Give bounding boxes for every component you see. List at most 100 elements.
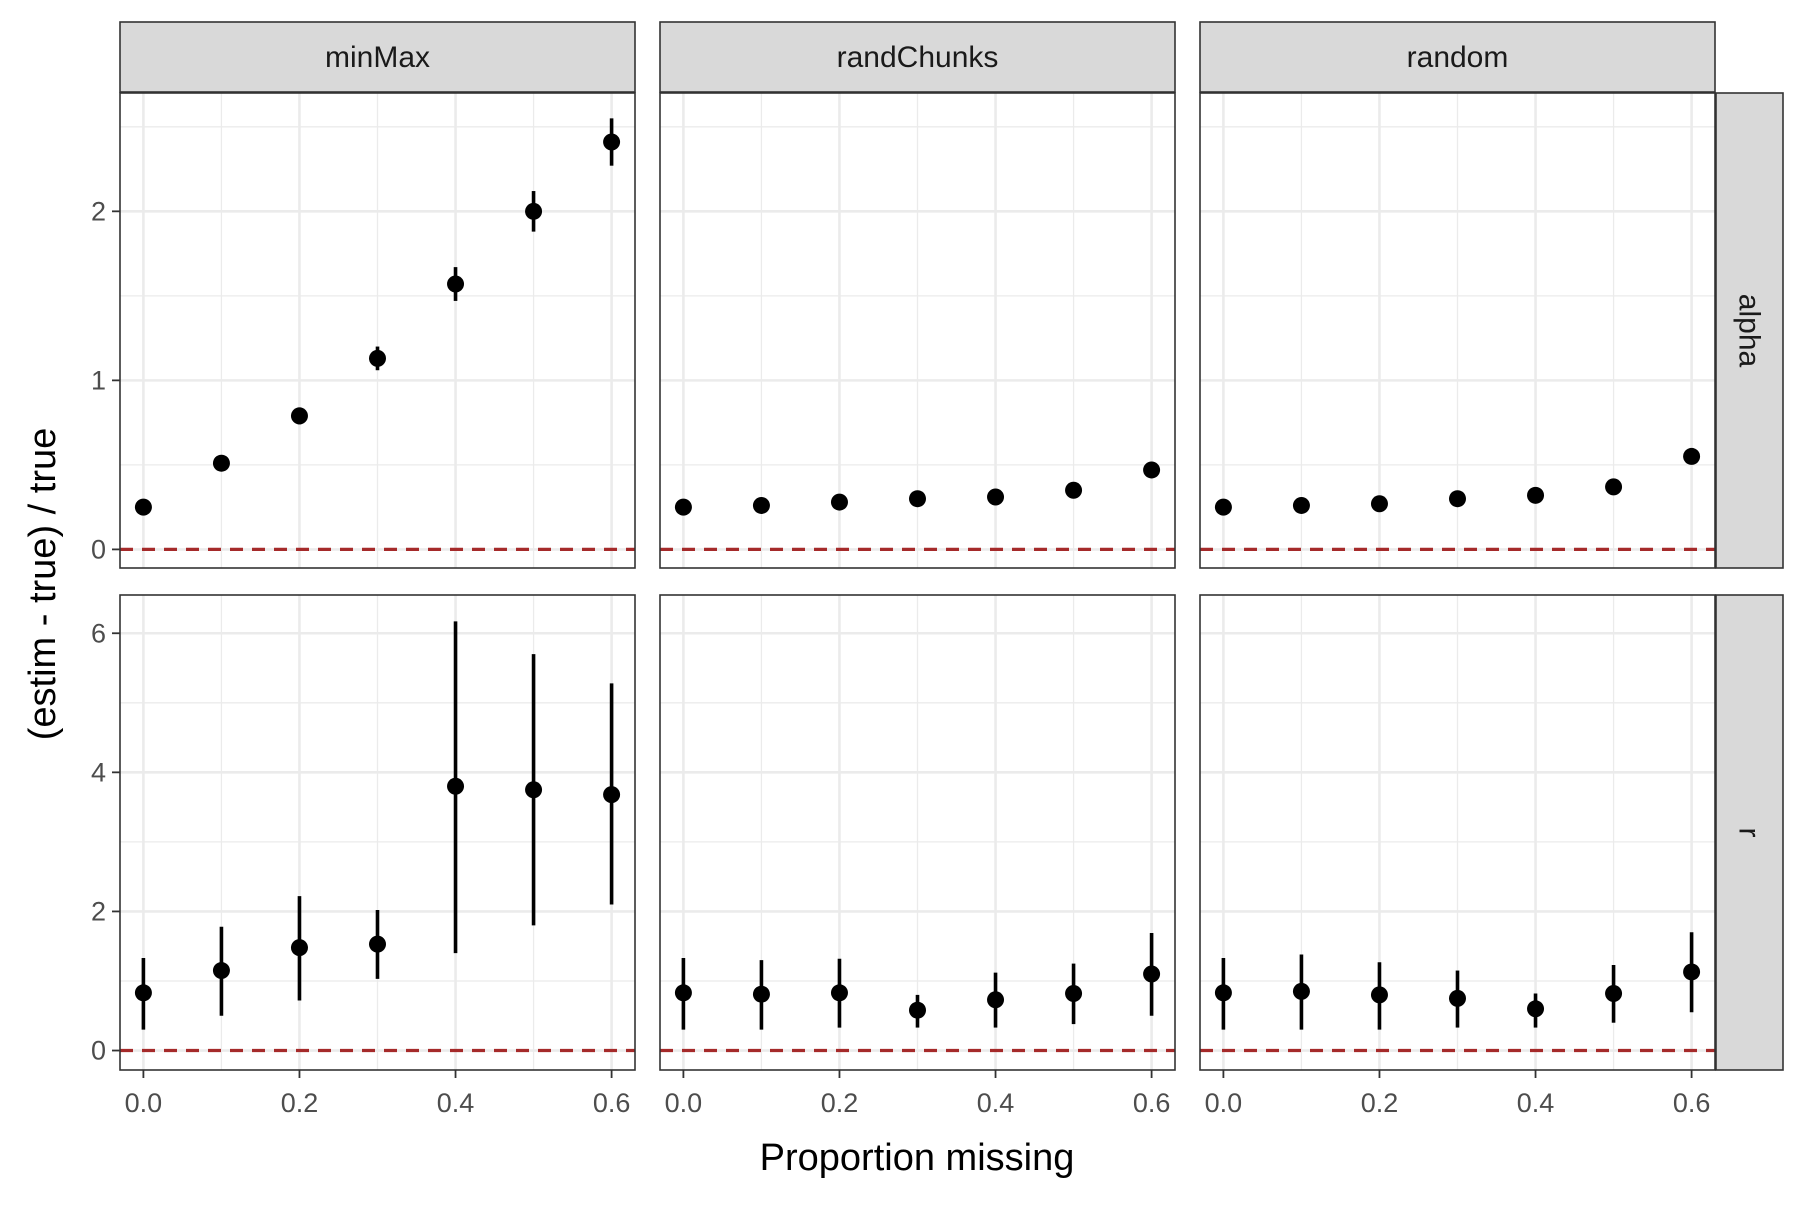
y-axis-title: (estim - true) / true [22,428,64,741]
data-point [909,490,926,508]
data-point [1449,490,1466,508]
x-tick-label: 0.2 [821,1088,859,1118]
data-point [1292,496,1310,514]
data-point [212,962,230,980]
data-point [987,991,1005,1009]
data-point [290,407,308,425]
x-tick-label: 0.0 [125,1088,163,1118]
panel-border [119,594,636,1071]
data-point [603,786,621,804]
x-tick-label: 0.6 [1133,1088,1171,1118]
column-strip-random: random [1199,21,1716,93]
data-point [134,984,152,1002]
data-point [987,488,1005,506]
data-point [212,454,230,472]
row-strip-label: r [1733,828,1766,838]
data-point [603,133,621,151]
data-point [1527,1000,1545,1018]
data-point [674,498,692,516]
column-strip-randChunks: randChunks [659,21,1176,93]
y-tick-label: 2 [91,896,106,926]
row-strip-alpha: alpha [1715,92,1784,569]
data-point [369,349,386,367]
data-point [1065,481,1083,499]
panel-border [119,92,636,569]
column-strip-box [1199,21,1716,93]
column-strip-box [119,21,636,93]
data-point [674,984,692,1002]
data-point [290,939,308,957]
data-point [369,935,386,953]
column-strip-box [659,21,1176,93]
data-point [525,202,543,220]
x-tick-label: 0.4 [977,1088,1015,1118]
data-point [1065,984,1083,1002]
row-strip-r: r [1715,594,1784,1071]
data-series [1214,932,1701,1030]
column-strip-minMax: minMax [119,21,636,93]
y-tick-label: 4 [91,757,106,787]
x-tick-label: 0.0 [1205,1088,1243,1118]
x-axis-title: Proportion missing [760,1137,1075,1179]
data-series [1214,447,1701,516]
data-point [1449,989,1466,1007]
data-point [1527,486,1545,504]
y-tick-label: 1 [91,365,106,395]
data-point [1605,478,1623,496]
y-tick-label: 6 [91,618,106,648]
column-strip-label: random [1407,41,1509,74]
panel-border [1199,92,1716,569]
panel-alpha-randChunks [659,92,1176,569]
panels-layer [119,92,1716,1071]
x-tick-label: 0.6 [1673,1088,1711,1118]
data-point [1214,498,1232,516]
row-strip-label: alpha [1733,294,1766,368]
axes-layer: 0 1 2 0 2 4 6 0.0 0.2 0.4 0.6 0.0 0.2 0.4 0.6 0.0 0.2 0.4… [91,196,1710,1118]
y-tick-label: 0 [91,534,106,564]
data-point [752,985,770,1003]
panel-r-minMax [119,594,636,1071]
data-point [447,777,465,795]
data-point [1683,447,1701,465]
strips-layer: alpha r minMax randChunks random [119,21,1784,1071]
x-tick-label: 0.4 [437,1088,475,1118]
data-point [1370,495,1388,513]
data-series [134,621,621,1030]
x-tick-label: 0.2 [1361,1088,1399,1118]
panel-alpha-minMax [119,92,636,569]
data-point [1370,986,1388,1004]
data-point [1292,982,1310,1000]
panel-border [659,594,1176,1071]
panel-r-random [1199,594,1716,1071]
data-point [1214,984,1232,1002]
column-strip-label: randChunks [837,41,999,74]
panel-alpha-random [1199,92,1716,569]
panel-border [1199,594,1716,1071]
panel-r-randChunks [659,594,1176,1071]
panel-border [659,92,1176,569]
data-point [909,1001,926,1019]
data-point [830,984,848,1002]
x-tick-label: 0.6 [593,1088,631,1118]
data-point [134,498,152,516]
data-series [134,118,621,516]
data-point [525,781,543,799]
data-point [1143,461,1161,479]
x-tick-label: 0.0 [665,1088,703,1118]
data-point [1605,984,1623,1002]
y-tick-label: 0 [91,1036,106,1066]
row-strip-box [1715,92,1784,569]
row-strip-box [1715,594,1784,1071]
x-tick-label: 0.4 [1517,1088,1555,1118]
data-series [674,461,1161,516]
data-series [674,932,1161,1030]
y-tick-label: 2 [91,196,106,226]
data-point [1683,963,1701,981]
data-point [830,493,848,511]
column-strip-label: minMax [325,41,430,74]
data-point [447,275,465,293]
data-point [1143,965,1161,983]
data-point [752,496,770,514]
